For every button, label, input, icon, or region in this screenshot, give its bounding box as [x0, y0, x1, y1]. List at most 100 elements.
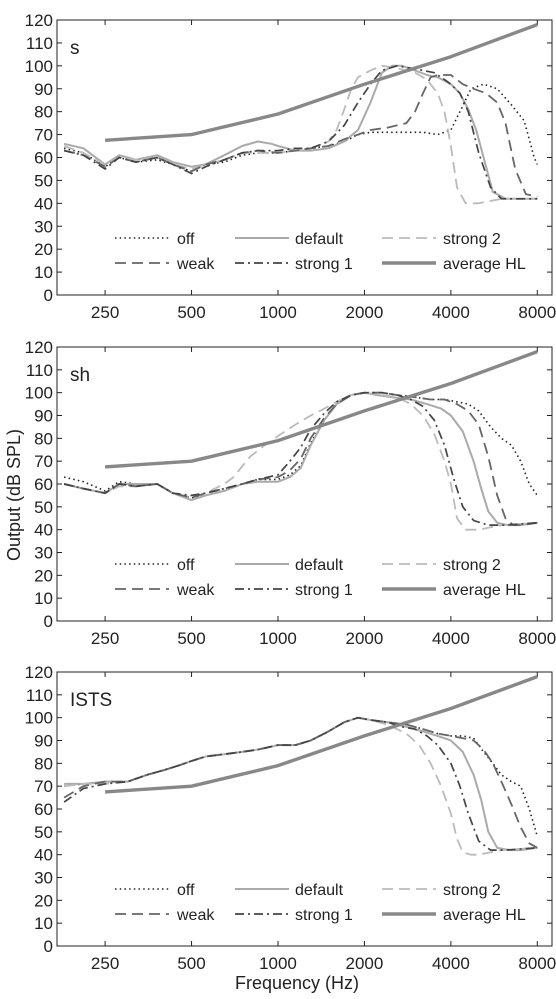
y-tick-label: 20 — [34, 566, 53, 585]
y-tick-label: 90 — [34, 407, 53, 426]
series-line-weak — [63, 74, 538, 198]
x-tick-label: 250 — [91, 954, 119, 973]
y-tick-label: 50 — [34, 171, 53, 190]
series-line-default — [64, 716, 538, 852]
x-tick-label: 4000 — [432, 954, 470, 973]
y-tick-label: 40 — [34, 521, 53, 540]
x-tick-label: 8000 — [518, 629, 556, 648]
legend-label: strong 1 — [295, 256, 353, 273]
legend-label: default — [295, 231, 344, 248]
series-line-weak — [63, 716, 538, 849]
legend-label: average HL — [443, 907, 526, 924]
y-tick-label: 30 — [34, 544, 53, 563]
panel-s: 0 10 20 30 40 50 60 70 80 90 100 110 120 250 500 1000 20… — [25, 11, 556, 322]
legend-label: strong 1 — [295, 582, 353, 599]
panel-sh: 0 10 20 30 40 50 60 70 80 90 100 110 120 250 500 1000 20… — [25, 338, 556, 648]
y-tick-label: 70 — [34, 777, 53, 796]
x-tick-label: 4000 — [432, 629, 470, 648]
series-line-average-hl — [104, 675, 538, 794]
series-line-off — [64, 716, 539, 837]
y-tick-label: 60 — [34, 475, 53, 494]
y-tick-label: 100 — [25, 709, 53, 728]
series-line-default — [63, 391, 538, 527]
x-tick-label: 1000 — [259, 954, 297, 973]
x-tick-label: 1000 — [259, 629, 297, 648]
y-tick-label: 0 — [44, 286, 53, 305]
y-tick-label: 70 — [34, 452, 53, 471]
y-tick-label: 110 — [26, 361, 53, 380]
series-line-weak — [63, 391, 538, 526]
y-tick-label: 60 — [34, 800, 53, 819]
plot-frame — [56, 671, 553, 947]
y-tick-label: 70 — [34, 126, 53, 145]
y-tick-label: 60 — [34, 149, 53, 168]
series-line-strong-1 — [63, 716, 538, 851]
x-tick-label: 8000 — [518, 954, 556, 973]
y-tick-label: 50 — [34, 498, 53, 517]
x-tick-label: 2000 — [346, 954, 384, 973]
series-line-off — [63, 83, 539, 173]
panel-ists: 0 10 20 30 40 50 60 70 80 90 100 110 120 250 500 1000 20… — [25, 663, 556, 973]
y-tick-label: 40 — [34, 194, 53, 213]
legend-label: weak — [176, 907, 215, 924]
series-line-strong-1 — [63, 391, 538, 526]
y-tick-label: 10 — [34, 914, 53, 933]
legend-label: weak — [176, 256, 215, 273]
panel-label: s — [70, 38, 80, 59]
y-tick-label: 40 — [34, 846, 53, 865]
x-tick-label: 2000 — [346, 629, 384, 648]
y-tick-label: 10 — [34, 263, 53, 282]
legend-label: weak — [176, 582, 215, 599]
series-line-off — [63, 391, 538, 499]
x-axis-label: Frequency (Hz) — [235, 973, 359, 993]
legend-label: average HL — [443, 582, 526, 599]
legend-label: default — [295, 882, 344, 899]
panel-label: sh — [70, 365, 90, 386]
series-line-default — [63, 64, 538, 200]
y-tick-label: 100 — [25, 384, 53, 403]
y-tick-label: 120 — [25, 663, 53, 682]
series-line-average-hl — [104, 23, 538, 142]
y-tick-label: 20 — [34, 891, 53, 910]
y-tick-label: 20 — [34, 240, 53, 259]
legend-label: strong 2 — [443, 882, 501, 899]
legend-label: off — [177, 882, 195, 899]
y-tick-label: 110 — [26, 686, 53, 705]
y-tick-label: 0 — [44, 612, 53, 631]
y-tick-label: 80 — [34, 103, 53, 122]
y-tick-label: 90 — [34, 80, 53, 99]
y-tick-label: 50 — [34, 823, 53, 842]
x-tick-label: 500 — [177, 954, 205, 973]
y-axis-label: Output (dB SPL) — [4, 429, 24, 561]
series-line-average-hl — [104, 350, 538, 469]
y-tick-label: 30 — [34, 217, 53, 236]
x-tick-label: 250 — [91, 629, 119, 648]
y-tick-label: 100 — [25, 57, 53, 76]
y-tick-label: 90 — [34, 732, 53, 751]
x-tick-label: 2000 — [346, 303, 384, 322]
series-line-strong-1 — [63, 64, 538, 200]
legend-label: strong 2 — [443, 231, 501, 248]
y-tick-label: 120 — [25, 11, 53, 30]
x-tick-label: 500 — [177, 303, 205, 322]
x-tick-label: 500 — [177, 629, 205, 648]
legend-label: off — [177, 231, 195, 248]
y-tick-label: 80 — [34, 429, 53, 448]
x-tick-label: 4000 — [432, 303, 470, 322]
y-tick-label: 10 — [34, 589, 53, 608]
x-tick-label: 250 — [91, 303, 119, 322]
x-tick-label: 8000 — [518, 303, 556, 322]
y-tick-label: 110 — [26, 34, 53, 53]
panel-label: ISTS — [70, 690, 112, 711]
legend-label: strong 1 — [295, 907, 353, 924]
y-tick-label: 0 — [44, 937, 53, 956]
x-tick-label: 1000 — [259, 303, 297, 322]
legend-label: default — [295, 557, 344, 574]
y-tick-label: 80 — [34, 754, 53, 773]
legend-label: strong 2 — [443, 557, 501, 574]
legend-label: average HL — [443, 256, 526, 273]
y-tick-label: 120 — [25, 338, 53, 357]
y-tick-label: 30 — [34, 869, 53, 888]
legend-label: off — [177, 557, 195, 574]
